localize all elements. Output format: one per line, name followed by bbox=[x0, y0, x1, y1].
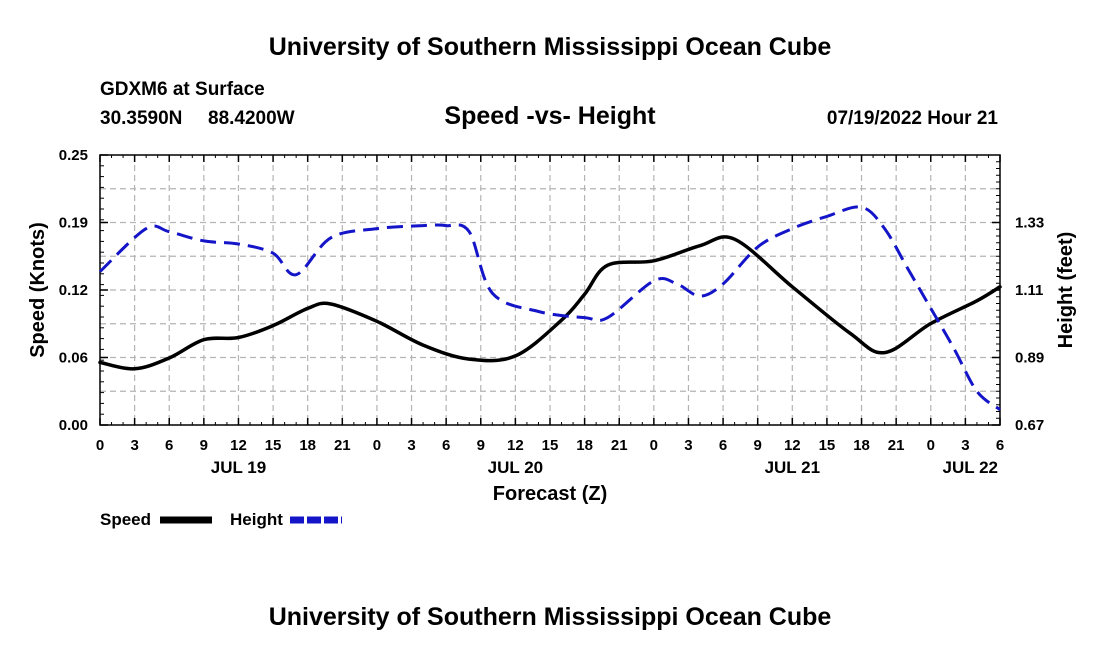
legend-height-label: Height bbox=[230, 510, 283, 529]
x-tick-label: 21 bbox=[611, 437, 628, 454]
y2-tick-label: 1.33 bbox=[1015, 215, 1044, 232]
x-axis-label: Forecast (Z) bbox=[493, 483, 607, 505]
y-tick-label: 0.06 bbox=[59, 350, 88, 367]
plot-title: Speed -vs- Height bbox=[444, 102, 656, 130]
y-tick-label: 0.19 bbox=[59, 215, 88, 232]
x-tick-label: 3 bbox=[130, 437, 138, 454]
x-tick-label: 12 bbox=[507, 437, 524, 454]
page-title: University of Southern Mississippi Ocean… bbox=[269, 33, 832, 61]
x-tick-label: 0 bbox=[96, 437, 104, 454]
axis-ticks bbox=[99, 154, 1001, 426]
y-tick-label: 0.12 bbox=[59, 282, 88, 299]
y2-tick-labels: 0.67 0.89 1.11 1.33 bbox=[1015, 215, 1044, 435]
date-label: JUL 21 bbox=[765, 458, 820, 477]
x-tick-label: 12 bbox=[784, 437, 801, 454]
x-tick-label: 9 bbox=[477, 437, 485, 454]
station-label: GDXM6 at Surface bbox=[100, 79, 265, 100]
date-label: JUL 19 bbox=[211, 458, 266, 477]
x-tick-label: 0 bbox=[373, 437, 381, 454]
datetime-label: 07/19/2022 Hour 21 bbox=[827, 108, 999, 129]
x-tick-label: 0 bbox=[650, 437, 658, 454]
x-tick-label: 0 bbox=[927, 437, 935, 454]
latitude-label: 30.3590N bbox=[100, 108, 182, 129]
x-tick-label: 15 bbox=[542, 437, 559, 454]
x-tick-label: 18 bbox=[299, 437, 316, 454]
x-tick-label: 6 bbox=[719, 437, 727, 454]
x-tick-label: 15 bbox=[265, 437, 282, 454]
y2-tick-label: 0.89 bbox=[1015, 350, 1044, 367]
grid bbox=[100, 155, 1000, 425]
x-tick-label: 6 bbox=[442, 437, 450, 454]
y2-tick-label: 1.11 bbox=[1015, 282, 1043, 299]
x-tick-label: 21 bbox=[334, 437, 351, 454]
y2-axis-label: Height (feet) bbox=[1055, 232, 1077, 349]
x-tick-label: 18 bbox=[853, 437, 870, 454]
x-tick-label: 3 bbox=[684, 437, 692, 454]
x-tick-label: 6 bbox=[165, 437, 173, 454]
x-tick-label: 9 bbox=[754, 437, 762, 454]
x-tick-label: 18 bbox=[576, 437, 593, 454]
height-series-line bbox=[98, 205, 1001, 411]
y-tick-label: 0.25 bbox=[59, 147, 88, 164]
longitude-label: 88.4200W bbox=[208, 108, 295, 129]
x-tick-labels: 0 3 6 9 12 15 18 21 0 3 6 9 12 15 18 21 0 3 6 9 12 15 18 21 0 3 6 bbox=[96, 437, 1004, 454]
footer-title: University of Southern Mississippi Ocean… bbox=[269, 603, 832, 631]
x-tick-label: 12 bbox=[230, 437, 247, 454]
legend: Speed Height bbox=[100, 510, 342, 529]
y-axis-label: Speed (Knots) bbox=[27, 222, 49, 358]
legend-speed-label: Speed bbox=[100, 510, 151, 529]
date-label: JUL 22 bbox=[943, 458, 998, 477]
x-tick-label: 3 bbox=[407, 437, 415, 454]
y-tick-labels: 0.00 0.06 0.12 0.19 0.25 bbox=[59, 147, 88, 434]
speed-series-line bbox=[98, 235, 1002, 371]
x-tick-label: 9 bbox=[200, 437, 208, 454]
x-tick-label: 3 bbox=[961, 437, 969, 454]
date-label: JUL 20 bbox=[488, 458, 543, 477]
y2-tick-label: 0.67 bbox=[1015, 417, 1044, 434]
x-tick-label: 15 bbox=[819, 437, 836, 454]
date-labels: JUL 19 JUL 20 JUL 21 JUL 22 bbox=[211, 458, 998, 477]
x-tick-label: 6 bbox=[996, 437, 1004, 454]
y-tick-label: 0.00 bbox=[59, 417, 88, 434]
x-tick-label: 21 bbox=[888, 437, 905, 454]
